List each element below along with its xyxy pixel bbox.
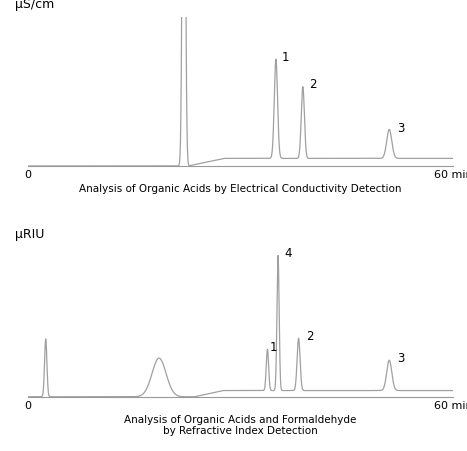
Text: 2: 2	[306, 329, 313, 342]
Text: 3: 3	[397, 351, 404, 364]
Text: μS/cm: μS/cm	[15, 0, 55, 11]
Text: 3: 3	[397, 122, 404, 135]
Text: 2: 2	[309, 78, 317, 91]
Text: μRIU: μRIU	[15, 228, 45, 241]
X-axis label: Analysis of Organic Acids by Electrical Conductivity Detection: Analysis of Organic Acids by Electrical …	[79, 184, 402, 193]
Text: 4: 4	[284, 246, 292, 259]
X-axis label: Analysis of Organic Acids and Formaldehyde
by Refractive Index Detection: Analysis of Organic Acids and Formaldehy…	[124, 414, 357, 435]
Text: 1: 1	[269, 340, 277, 353]
Text: 1: 1	[282, 51, 289, 64]
